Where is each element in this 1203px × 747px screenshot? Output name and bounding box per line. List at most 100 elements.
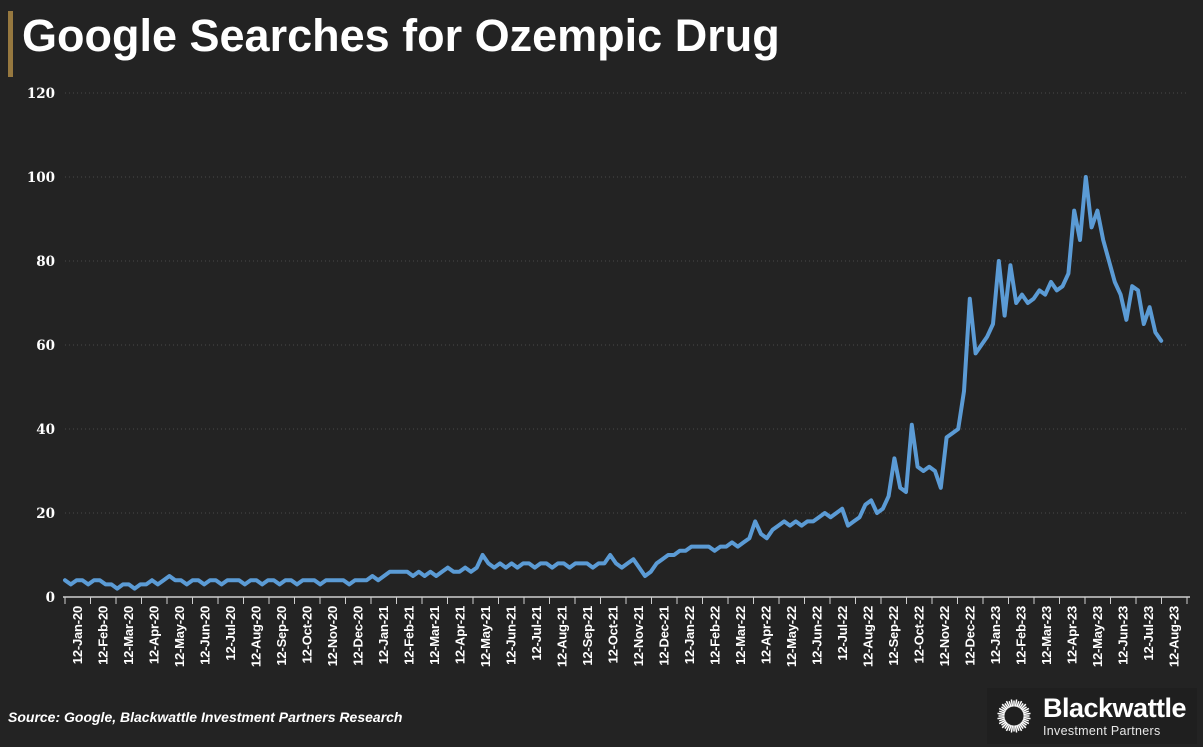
x-tick-label: 12-Feb-22 — [707, 606, 722, 665]
x-tick-label: 12-Mar-22 — [733, 606, 748, 665]
starburst-ray — [1017, 700, 1023, 708]
starburst-ray — [1004, 703, 1010, 709]
x-tick-label: 12-Apr-22 — [758, 606, 773, 664]
x-tick-label: 12-Nov-22 — [937, 606, 952, 666]
x-tick-label: 12-Jun-21 — [503, 606, 518, 665]
starburst-ray — [1010, 699, 1014, 707]
x-tick-label: 12-Aug-21 — [554, 606, 569, 667]
starburst-ray — [1020, 722, 1027, 729]
y-tick-label: 120 — [27, 86, 55, 102]
starburst-ray — [1022, 710, 1029, 714]
x-tick-label: 12-Sep-20 — [274, 606, 289, 666]
x-tick-label: 12-Jan-20 — [70, 606, 85, 664]
x-tick-label: 12-May-23 — [1090, 606, 1105, 667]
starburst-ray — [997, 712, 1005, 716]
logo-subtitle: Investment Partners — [1043, 723, 1161, 738]
logo-name: Blackwattle — [1043, 692, 1187, 723]
starburst-ray — [999, 718, 1006, 722]
starburst-ray — [998, 707, 1006, 713]
starburst-ray — [1014, 725, 1018, 733]
x-tick-label: 12-Oct-21 — [605, 606, 620, 663]
x-tick-label: 12-Mar-20 — [121, 606, 136, 665]
x-tick-label: 12-Apr-20 — [146, 606, 161, 664]
gridlines — [65, 92, 1187, 514]
series-line — [63, 175, 1164, 591]
starburst-ray — [1021, 706, 1027, 712]
y-tick-label: 60 — [36, 338, 55, 354]
x-tick-label: 12-Mar-23 — [1039, 606, 1054, 665]
x-tick-label: 12-Dec-22 — [962, 606, 977, 666]
y-tick-label: 40 — [36, 422, 55, 438]
y-tick-label: 0 — [46, 590, 55, 606]
x-tick-label: 12-Jul-22 — [835, 606, 850, 661]
x-tick-label: 12-Apr-21 — [452, 606, 467, 664]
x-tick-label: 12-Dec-20 — [350, 606, 365, 666]
x-tick-label: 12-Feb-23 — [1013, 606, 1028, 665]
x-tick-label: 12-Sep-21 — [580, 606, 595, 666]
starburst-ray — [1008, 701, 1012, 708]
x-tick-label: 12-Oct-20 — [299, 606, 314, 663]
starburst-ray — [1022, 718, 1029, 722]
starburst-ray — [1017, 724, 1023, 732]
x-axis-labels: 12-Jan-20 12-Feb-20 12-Mar-20 12-Apr-20 12-M… — [70, 606, 1182, 667]
starburst-ray — [999, 710, 1006, 714]
x-tick-label: 12-Dec-21 — [656, 606, 671, 666]
x-tick-label: 12-Jun-22 — [809, 606, 824, 665]
blackwattle-logo: Blackwattle Investment Partners — [987, 688, 1197, 744]
x-tick-label: 12-Mar-21 — [427, 606, 442, 665]
x-tick-label: 12-Jun-20 — [197, 606, 212, 665]
title-accent-bar — [8, 11, 13, 77]
page-title: Google Searches for Ozempic Drug — [22, 10, 780, 61]
x-tick-label: 12-Feb-20 — [95, 606, 110, 665]
y-tick-label: 20 — [36, 506, 55, 522]
starburst-ray — [998, 719, 1006, 725]
x-tick-label: 12-Aug-20 — [248, 606, 263, 667]
starburst-ray — [1022, 719, 1030, 725]
x-tick-label: 12-Jun-23 — [1115, 606, 1130, 665]
x-tick-label: 12-Jul-23 — [1141, 606, 1156, 661]
y-tick-label: 80 — [36, 254, 55, 270]
y-axis-labels: 0 20 40 60 80 100 120 — [27, 86, 55, 606]
starburst-ray — [1005, 700, 1011, 708]
starburst-ring-icon — [997, 699, 1031, 733]
x-tick-label: 12-Aug-23 — [1166, 606, 1181, 667]
starburst-ray — [997, 716, 1005, 720]
x-tick-label: 12-Aug-22 — [860, 606, 875, 667]
starburst-ray — [1014, 699, 1018, 707]
starburst-ray — [1018, 703, 1024, 709]
x-tick-label: 12-Jul-21 — [529, 606, 544, 661]
starburst-ray — [1010, 725, 1014, 733]
starburst-ray — [1020, 703, 1027, 710]
source-note: Source: Google, Blackwattle Investment P… — [8, 709, 403, 725]
starburst-ray — [1001, 703, 1008, 710]
x-tick-label: 12-Nov-20 — [325, 606, 340, 666]
starburst-ray — [1001, 722, 1008, 729]
x-tick-label: 12-May-21 — [478, 606, 493, 667]
starburst-ray — [1023, 712, 1031, 716]
x-tick-label: 12-Jan-22 — [682, 606, 697, 664]
logo-text: Blackwattle Investment Partners — [1043, 692, 1187, 738]
x-tick-label: 12-Nov-21 — [631, 606, 646, 666]
x-tick-label: 12-Oct-22 — [911, 606, 926, 663]
starburst-ray — [1022, 707, 1030, 713]
x-axis-ticks — [64, 597, 1188, 604]
starburst-ray — [1004, 723, 1010, 729]
x-tick-label: 12-May-22 — [784, 606, 799, 667]
starburst-ray — [1001, 720, 1007, 726]
x-tick-label: 12-Jul-20 — [223, 606, 238, 661]
starburst-ray — [1023, 716, 1031, 720]
starburst-ray — [1016, 724, 1020, 731]
x-tick-label: 12-May-20 — [172, 606, 187, 667]
x-tick-label: 12-Feb-21 — [401, 606, 416, 665]
starburst-ray — [1008, 724, 1012, 731]
starburst-ray — [1001, 706, 1007, 712]
x-tick-label: 12-Apr-23 — [1064, 606, 1079, 664]
starburst-ray — [1005, 724, 1011, 732]
x-tick-label: 12-Sep-22 — [886, 606, 901, 666]
starburst-ray — [1018, 723, 1024, 729]
x-tick-label: 12-Jan-23 — [988, 606, 1003, 664]
starburst-ray — [1021, 720, 1027, 726]
y-tick-label: 100 — [27, 170, 55, 186]
